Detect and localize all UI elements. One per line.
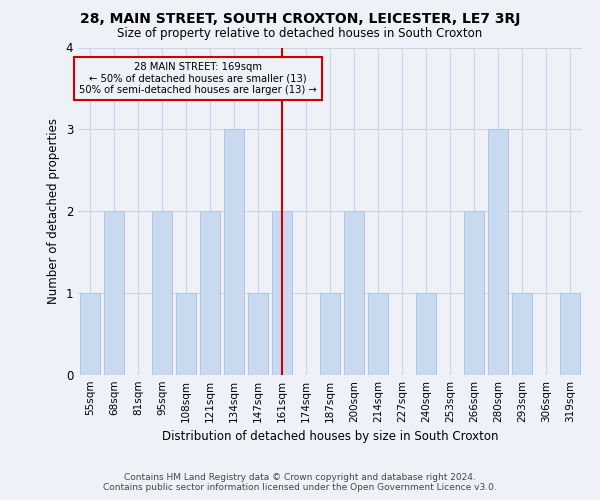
Bar — [176, 293, 196, 375]
Bar — [560, 293, 580, 375]
Bar — [344, 211, 364, 375]
Text: 28 MAIN STREET: 169sqm
← 50% of detached houses are smaller (13)
50% of semi-det: 28 MAIN STREET: 169sqm ← 50% of detached… — [79, 62, 317, 96]
Bar — [200, 211, 220, 375]
Bar — [416, 293, 436, 375]
Bar — [368, 293, 388, 375]
Bar — [152, 211, 172, 375]
Bar — [512, 293, 532, 375]
Bar — [488, 130, 508, 375]
Text: Size of property relative to detached houses in South Croxton: Size of property relative to detached ho… — [118, 28, 482, 40]
Bar — [464, 211, 484, 375]
Bar — [224, 130, 244, 375]
Bar — [272, 211, 292, 375]
Text: 28, MAIN STREET, SOUTH CROXTON, LEICESTER, LE7 3RJ: 28, MAIN STREET, SOUTH CROXTON, LEICESTE… — [80, 12, 520, 26]
Bar — [248, 293, 268, 375]
Text: Contains HM Land Registry data © Crown copyright and database right 2024.: Contains HM Land Registry data © Crown c… — [124, 472, 476, 482]
Text: Contains public sector information licensed under the Open Government Licence v3: Contains public sector information licen… — [103, 484, 497, 492]
Bar — [104, 211, 124, 375]
Bar — [80, 293, 100, 375]
X-axis label: Distribution of detached houses by size in South Croxton: Distribution of detached houses by size … — [162, 430, 498, 444]
Y-axis label: Number of detached properties: Number of detached properties — [47, 118, 60, 304]
Bar — [320, 293, 340, 375]
